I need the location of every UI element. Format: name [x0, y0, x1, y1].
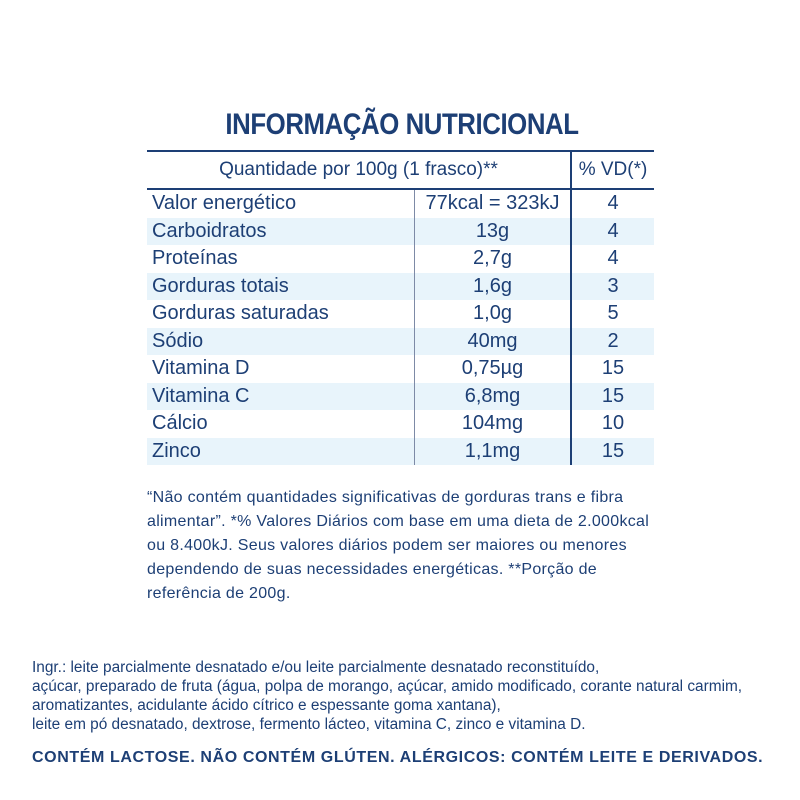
nutrient-vd: 4: [607, 192, 619, 214]
nutrient-amount: 77kcal = 323kJ: [415, 190, 572, 218]
table-row: Carboidratos 13g 4: [147, 217, 654, 245]
footnote: “Não contém quantidades significativas d…: [147, 489, 650, 602]
nutrient-name: Sódio: [147, 327, 415, 355]
table-row: Gorduras saturadas 1,0g 5: [147, 300, 654, 328]
nutrient-name: Valor energético: [147, 190, 415, 218]
table-row: Cálcio 104mg 10: [147, 410, 654, 438]
table-row: Vitamina D 0,75µg 15: [147, 355, 654, 383]
nutrient-amount: 1,6g: [415, 272, 572, 300]
nutrient-amount: 1,0g: [415, 300, 572, 328]
nutrient-amount: 6,8mg: [415, 382, 572, 410]
table-row: Gorduras totais 1,6g 3: [147, 272, 654, 300]
ingredients-text: Ingr.: leite parcialmente desnatado e/ou…: [32, 659, 743, 733]
table-row: Vitamina C 6,8mg 15: [147, 382, 654, 410]
nutrient-name: Carboidratos: [147, 217, 415, 245]
nutrient-vd: 4: [607, 219, 619, 242]
table-row: Sódio 40mg 2: [147, 327, 654, 355]
nutrient-name: Gorduras saturadas: [147, 300, 415, 328]
nutrient-amount: 1,1mg: [415, 437, 572, 465]
nutrient-name: Gorduras totais: [147, 272, 415, 300]
nutrient-vd: 10: [601, 412, 625, 434]
header-quantity: Quantidade por 100g (1 frasco)**: [147, 152, 572, 188]
nutrient-amount: 0,75µg: [415, 355, 572, 383]
nutrient-name: Proteínas: [147, 245, 415, 273]
nutrient-vd: 3: [607, 274, 619, 297]
table-header: Quantidade por 100g (1 frasco)** % VD(*): [147, 150, 654, 190]
nutrient-amount: 104mg: [415, 410, 572, 438]
nutrient-vd: 2: [607, 329, 619, 352]
allergen-warning: CONTÉM LACTOSE. NÃO CONTÉM GLÚTEN. ALÉRG…: [32, 749, 764, 766]
nutrient-vd: 4: [607, 247, 619, 269]
table-row: Proteínas 2,7g 4: [147, 245, 654, 273]
nutrient-name: Vitamina D: [147, 355, 415, 383]
nutrient-name: Zinco: [147, 437, 415, 465]
table-row: Valor energético 77kcal = 323kJ 4: [147, 190, 654, 218]
table-body: Valor energético 77kcal = 323kJ 4 Carboidra…: [147, 190, 654, 465]
nutrition-table: Quantidade por 100g (1 frasco)** % VD(*)…: [147, 150, 654, 465]
table-row: Zinco 1,1mg 15: [147, 437, 654, 465]
nutrient-vd: 5: [607, 302, 619, 324]
nutrient-vd: 15: [601, 384, 625, 407]
nutrient-vd: 15: [601, 357, 625, 379]
nutrient-name: Cálcio: [147, 410, 415, 438]
header-vd: % VD(*): [578, 159, 648, 180]
nutrient-vd: 15: [601, 439, 625, 462]
nutrition-title: INFORMAÇÃO NUTRICIONAL: [225, 108, 579, 141]
nutrient-amount: 40mg: [415, 327, 572, 355]
nutrient-amount: 2,7g: [415, 245, 572, 273]
nutrient-name: Vitamina C: [147, 382, 415, 410]
nutrient-amount: 13g: [415, 217, 572, 245]
